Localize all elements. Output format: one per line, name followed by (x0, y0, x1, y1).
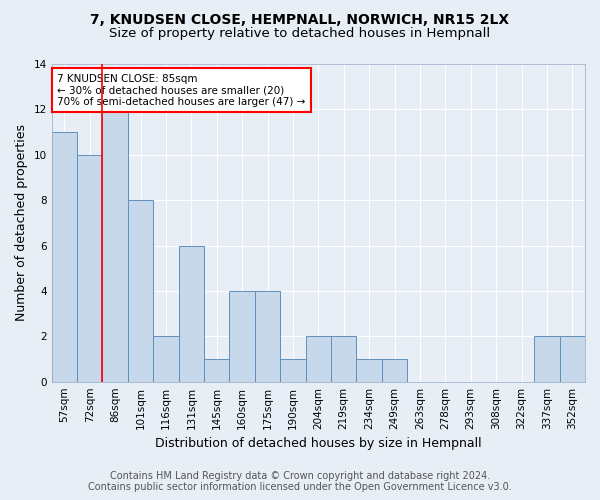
X-axis label: Distribution of detached houses by size in Hempnall: Distribution of detached houses by size … (155, 437, 482, 450)
Bar (305, 336, 331, 382)
Text: Size of property relative to detached houses in Hempnall: Size of property relative to detached ho… (109, 28, 491, 40)
Text: Contains HM Land Registry data © Crown copyright and database right 2024.
Contai: Contains HM Land Registry data © Crown c… (88, 471, 512, 492)
Bar (103, 110, 128, 382)
Bar (382, 359, 407, 382)
Bar (128, 200, 153, 382)
Bar (534, 336, 560, 382)
Bar (255, 291, 280, 382)
Bar (560, 336, 585, 382)
Bar (153, 336, 179, 382)
Bar (204, 359, 229, 382)
Y-axis label: Number of detached properties: Number of detached properties (15, 124, 28, 322)
Text: 7 KNUDSEN CLOSE: 85sqm
← 30% of detached houses are smaller (20)
70% of semi-det: 7 KNUDSEN CLOSE: 85sqm ← 30% of detached… (57, 74, 305, 106)
Bar (179, 246, 204, 382)
Bar (52, 132, 77, 382)
Bar (229, 291, 255, 382)
Bar (356, 359, 382, 382)
Bar (280, 359, 305, 382)
Text: 7, KNUDSEN CLOSE, HEMPNALL, NORWICH, NR15 2LX: 7, KNUDSEN CLOSE, HEMPNALL, NORWICH, NR1… (91, 12, 509, 26)
Bar (77, 155, 103, 382)
Bar (331, 336, 356, 382)
